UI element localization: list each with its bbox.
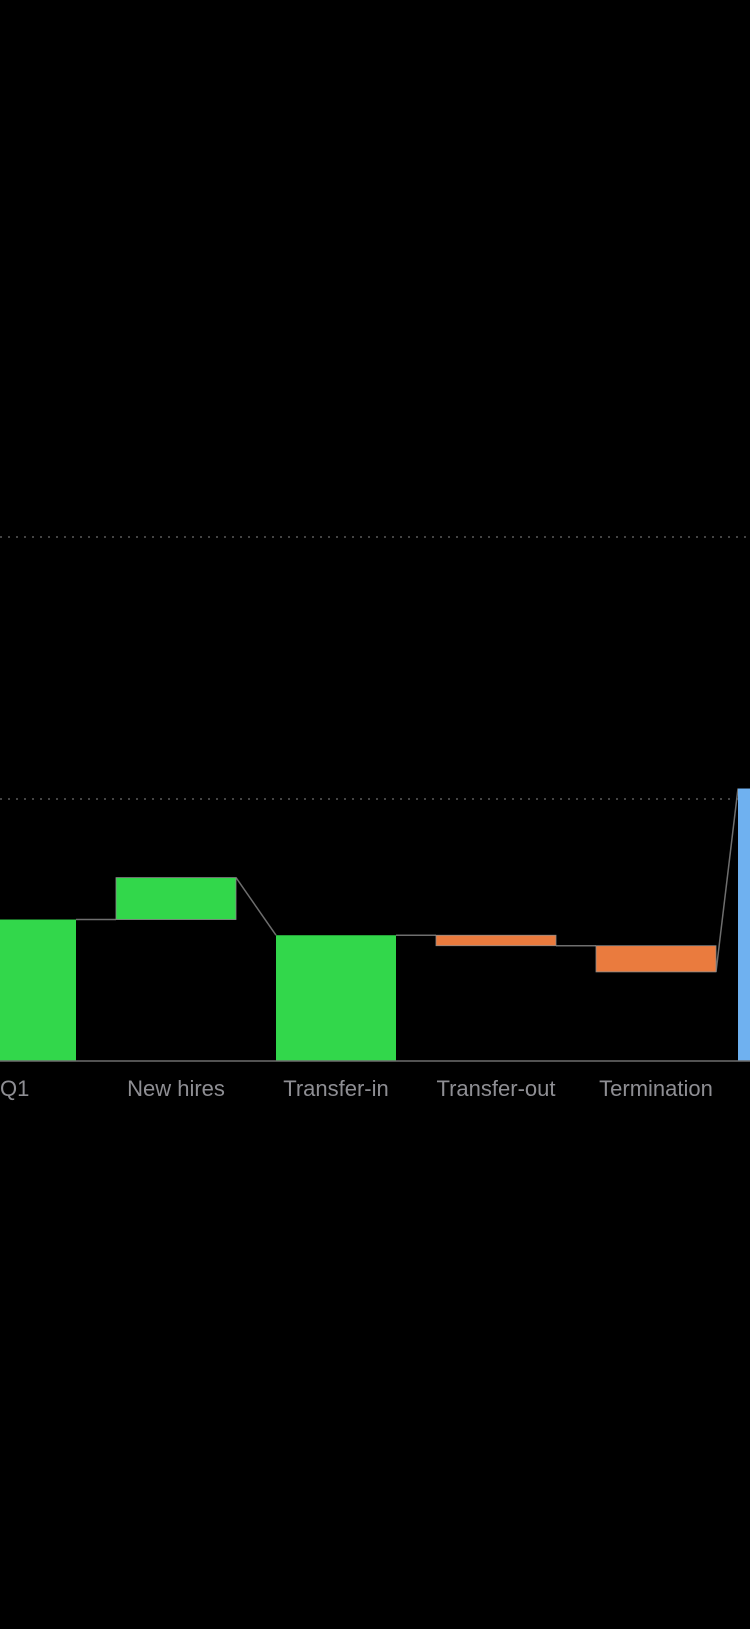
gridlines: [0, 536, 750, 800]
connector-4: [715, 788, 739, 973]
bar-new-hires: [115, 877, 237, 920]
tick-label-new-hires: New hires: [127, 1076, 225, 1101]
tick-label-transfer-in: Transfer-in: [283, 1076, 389, 1101]
x-tick-labels: Q1 New hires Transfer-in Transfer-out Termin…: [0, 1076, 713, 1101]
bar-q1: [0, 919, 76, 1061]
bars: [0, 788, 750, 1061]
tick-label-transfer-out: Transfer-out: [436, 1076, 555, 1101]
bar-transfer-in: [276, 935, 396, 1061]
bar-transfer-out: [435, 934, 557, 947]
connector-lines: [76, 788, 739, 973]
tick-label-termination: Termination: [599, 1076, 713, 1101]
connector-1: [235, 877, 277, 936]
tick-label-q1: Q1: [0, 1076, 29, 1101]
bar-total: [738, 788, 750, 1061]
bar-termination: [595, 945, 717, 973]
